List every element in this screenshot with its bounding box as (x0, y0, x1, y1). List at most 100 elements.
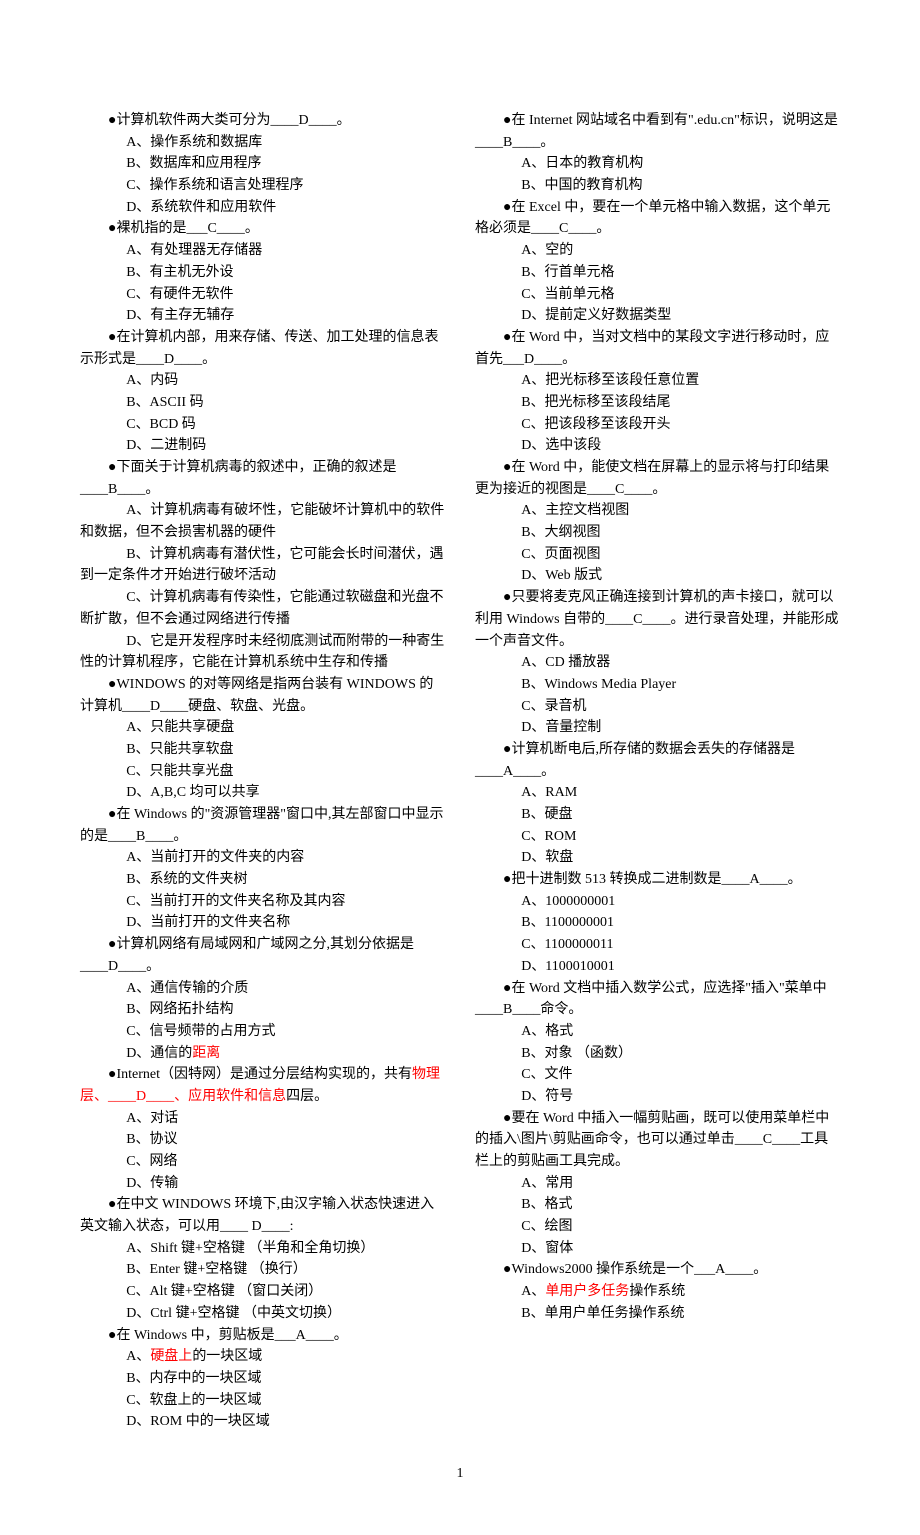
question: ●在计算机内部，用来存储、传送、加工处理的信息表示形式是____D____。A、… (80, 327, 445, 457)
option: D、ROM 中的一块区域 (80, 1411, 445, 1433)
question-stem: ●裸机指的是___C____。 (80, 218, 445, 240)
option: C、录音机 (475, 696, 840, 718)
option: D、软盘 (475, 847, 840, 869)
answer-blank: ____C____ (605, 612, 670, 627)
option: B、1100000001 (475, 912, 840, 934)
stem-post: : (290, 1219, 294, 1234)
option: C、把该段移至该段开头 (475, 414, 840, 436)
option: A、内码 (80, 370, 445, 392)
option: A、操作系统和数据库 (80, 132, 445, 154)
question-stem: ●Internet（因特网）是通过分层结构实现的，共有物理层、____D____… (80, 1064, 445, 1107)
option: A、1000000001 (475, 891, 840, 913)
answer-blank: ____A____ (721, 872, 787, 887)
option: A、有处理器无存储器 (80, 240, 445, 262)
question-stem: ●在 Windows 中，剪贴板是___A____。 (80, 1325, 445, 1347)
option: B、中国的教育机构 (475, 175, 840, 197)
stem-post: 。 (173, 829, 187, 844)
stem-post: 。 (562, 352, 576, 367)
stem-post: 。 (334, 1328, 348, 1343)
stem-post: 。 (146, 959, 160, 974)
question: ●在 Windows 中，剪贴板是___A____。A、硬盘上的一块区域B、内存… (80, 1325, 445, 1433)
question: ●在 Word 文档中插入数学公式，应选择"插入"菜单中____B____命令。… (475, 978, 840, 1108)
option: C、Alt 键+空格键 （窗口关闭） (80, 1281, 445, 1303)
question: ●在 Word 中，能使文档在屏幕上的显示将与打印结果更为接近的视图是____C… (475, 457, 840, 587)
option: D、1100010001 (475, 956, 840, 978)
option: D、符号 (475, 1086, 840, 1108)
stem-pre: 在 Windows 中，剪贴板是 (116, 1328, 274, 1343)
option: D、有主存无辅存 (80, 305, 445, 327)
option: A、硬盘上的一块区域 (80, 1346, 445, 1368)
option: C、只能共享光盘 (80, 761, 445, 783)
question-stem: ●下面关于计算机病毒的叙述中，正确的叙述是____B____。 (80, 457, 445, 500)
option: B、网络拓扑结构 (80, 999, 445, 1021)
answer-blank: ____A____ (475, 764, 541, 779)
option: B、硬盘 (475, 804, 840, 826)
answer-blank: ____B____ (80, 482, 145, 497)
option: D、音量控制 (475, 717, 840, 739)
question-stem: ●在 Internet 网站域名中看到有".edu.cn"标识，说明这是____… (475, 110, 840, 153)
question-stem: ●把十进制数 513 转换成二进制数是____A____。 (475, 869, 840, 891)
option: D、A,B,C 均可以共享 (80, 782, 445, 804)
question-stem: ●在 Word 中，能使文档在屏幕上的显示将与打印结果更为接近的视图是____C… (475, 457, 840, 500)
option: B、对象 （函数） (475, 1043, 840, 1065)
option: A、当前打开的文件夹的内容 (80, 847, 445, 869)
option: A、把光标移至该段任意位置 (475, 370, 840, 392)
option: A、通信传输的介质 (80, 978, 445, 1000)
question-stem: ●WINDOWS 的对等网络是指两台装有 WINDOWS 的计算机____D__… (80, 674, 445, 717)
option: A、对话 (80, 1108, 445, 1130)
option: D、通信的距离 (80, 1043, 445, 1065)
answer-blank: ____D____ (270, 113, 336, 128)
question: ●在中文 WINDOWS 环境下,由汉字输入状态快速进入英文输入状态，可以用__… (80, 1194, 445, 1324)
option: D、提前定义好数据类型 (475, 305, 840, 327)
option: C、文件 (475, 1064, 840, 1086)
question: ●下面关于计算机病毒的叙述中，正确的叙述是____B____。A、计算机病毒有破… (80, 457, 445, 674)
option: C、当前单元格 (475, 284, 840, 306)
question: ●在 Internet 网站域名中看到有".edu.cn"标识，说明这是____… (475, 110, 840, 197)
stem-pre: 下面关于计算机病毒的叙述中，正确的叙述是 (116, 460, 396, 475)
stem-post: 。 (541, 764, 555, 779)
option: D、当前打开的文件夹名称 (80, 912, 445, 934)
stem-post: 命令。 (540, 1002, 582, 1017)
answer-blank: ____B____ (108, 829, 173, 844)
stem-post: 硬盘、软盘、光盘。 (188, 699, 314, 714)
option: A、常用 (475, 1173, 840, 1195)
bullet-icon: ● (108, 1328, 116, 1343)
question: ●计算机断电后,所存储的数据会丢失的存储器是____A____。A、RAMB、硬… (475, 739, 840, 869)
stem-post: 。 (337, 113, 351, 128)
option: C、页面视图 (475, 544, 840, 566)
option: A、Shift 键+空格键 （半角和全角切换） (80, 1238, 445, 1260)
question-stem: ●要在 Word 中插入一幅剪贴画，既可以使用菜单栏中的插入\图片\剪贴画命令，… (475, 1108, 840, 1173)
question: ●Windows2000 操作系统是一个___A____。A、单用户多任务操作系… (475, 1259, 840, 1324)
option: B、有主机无外设 (80, 262, 445, 284)
option: B、Enter 键+空格键 （换行） (80, 1259, 445, 1281)
option: C、软盘上的一块区域 (80, 1390, 445, 1412)
option: A、计算机病毒有破坏性，它能破坏计算机中的软件和数据，但不会损害机器的硬件 (80, 500, 445, 543)
answer-blank: ___A____ (275, 1328, 334, 1343)
answer-blank: ____C____ (531, 221, 596, 236)
page-content: ●计算机软件两大类可分为____D____。A、操作系统和数据库B、数据库和应用… (80, 110, 840, 1433)
question-stem: ●计算机网络有局域网和广域网之分,其划分依据是____D____。 (80, 934, 445, 977)
stem-post: 。 (596, 221, 610, 236)
question: ●在 Word 中，当对文档中的某段文字进行移动时，应首先___D____。A、… (475, 327, 840, 457)
option: B、ASCII 码 (80, 392, 445, 414)
stem-pre: 计算机断电后,所存储的数据会丢失的存储器是 (511, 742, 795, 757)
option: A、日本的教育机构 (475, 153, 840, 175)
option: D、选中该段 (475, 435, 840, 457)
question: ●把十进制数 513 转换成二进制数是____A____。A、100000000… (475, 869, 840, 977)
stem-post: 。 (788, 872, 802, 887)
option: A、CD 播放器 (475, 652, 840, 674)
option: A、空的 (475, 240, 840, 262)
stem-pre: Windows2000 操作系统是一个 (511, 1262, 694, 1277)
question: ●计算机网络有局域网和广域网之分,其划分依据是____D____。A、通信传输的… (80, 934, 445, 1064)
stem-post: 。 (540, 135, 554, 150)
question-stem: ●Windows2000 操作系统是一个___A____。 (475, 1259, 840, 1281)
option: B、格式 (475, 1194, 840, 1216)
answer-blank: ____D____ (136, 352, 202, 367)
stem-pre: 在计算机内部，用来存储、传送、加工处理的信息表示形式是 (80, 330, 438, 367)
answer-blank: ___C____ (186, 221, 244, 236)
stem-post: 。 (245, 221, 259, 236)
option: C、网络 (80, 1151, 445, 1173)
page-number: 1 (80, 1463, 840, 1485)
question-stem: ●在计算机内部，用来存储、传送、加工处理的信息表示形式是____D____。 (80, 327, 445, 370)
option: D、Ctrl 键+空格键 （中英文切换） (80, 1303, 445, 1325)
